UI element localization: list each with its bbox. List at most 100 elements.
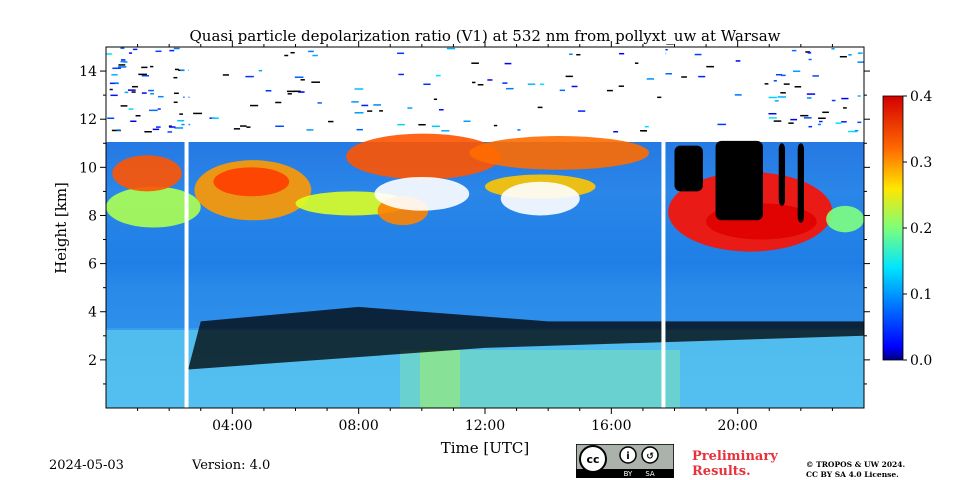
noise-pixel: [618, 85, 624, 87]
noise-pixel: [240, 125, 247, 127]
x-axis: 04:00 08:00 12:00 16:00 20:00: [137, 41, 833, 434]
noise-pixel: [286, 90, 295, 93]
noise-pixel: [502, 82, 508, 84]
data-gap-2: [661, 47, 666, 408]
x-tick-label: 20:00: [717, 418, 757, 434]
noise-pixel: [805, 51, 811, 53]
y-tick-label: 2: [88, 353, 97, 369]
noise-pixel: [275, 125, 284, 128]
noise-pixel: [158, 95, 164, 98]
masked-cloud-shaft: [674, 145, 703, 192]
noise-pixel: [130, 120, 137, 123]
copyright-line-1: © TROPOS & UW 2024.: [806, 460, 906, 469]
noise-pixel: [109, 82, 119, 85]
noise-pixel: [127, 89, 136, 91]
noise-pixel: [446, 47, 456, 50]
noise-pixel: [806, 93, 816, 95]
noise-pixel: [800, 114, 809, 117]
masked-cloud-shaft: [778, 143, 786, 206]
noise-pixel: [173, 47, 180, 50]
clear-gap: [374, 176, 470, 211]
y-tick-label: 14: [79, 64, 97, 80]
noise-pixel: [791, 49, 797, 52]
noise-pixel: [857, 95, 861, 97]
noise-pixel: [169, 126, 176, 128]
noise-pixel: [222, 74, 229, 76]
noise-pixel: [818, 117, 826, 120]
noise-pixel: [174, 68, 179, 71]
cloud-blob: [346, 133, 501, 180]
noise-pixel: [150, 92, 155, 95]
masked-cloud-shaft: [715, 140, 763, 221]
noise-pixel: [843, 107, 847, 109]
noise-pixel: [790, 118, 798, 121]
masked-low-cloud: [188, 306, 864, 370]
noise-pixel: [504, 62, 512, 65]
noise-pixel: [328, 120, 334, 123]
noise-pixel: [120, 105, 128, 107]
y-axis-label: Height [km]: [52, 182, 70, 274]
noise-pixel: [111, 129, 121, 132]
noise-pixel: [644, 125, 649, 128]
noise-pixel: [287, 93, 292, 95]
cloud-blob: [826, 205, 864, 233]
y-tick-label: 6: [88, 257, 97, 273]
chart-title: Quasi particle depolarization ratio (V1)…: [189, 27, 780, 45]
noise-pixel: [537, 106, 543, 109]
cc-by-sa-badge: cc i ↺ BY SA: [576, 444, 674, 478]
y-tick-label: 10: [79, 160, 97, 176]
noise-pixel: [169, 49, 175, 52]
noise-pixel: [487, 79, 493, 81]
noise-pixel: [857, 121, 862, 124]
noise-pixel: [290, 51, 295, 54]
noise-pixel: [773, 120, 782, 122]
noise-pixel: [246, 126, 251, 128]
noise-pixel: [806, 97, 812, 99]
noise-pixel: [664, 48, 668, 51]
noise-pixel: [245, 75, 254, 78]
noise-pixel: [177, 119, 185, 122]
noise-pixel: [577, 110, 586, 112]
preliminary-line-1: Preliminary: [692, 449, 778, 464]
noise-pixel: [317, 102, 322, 104]
noise-pixel: [506, 87, 514, 90]
noise-pixel: [120, 60, 126, 63]
colorbar-tick-label: 0.3: [910, 155, 932, 171]
noise-pixel: [493, 124, 498, 127]
noise-pixel: [258, 69, 263, 72]
noise-pixel: [298, 91, 305, 93]
x-tick-label: 12:00: [465, 418, 505, 434]
noise-pixel: [717, 123, 727, 126]
noise-pixel: [168, 125, 172, 127]
noise-pixel: [144, 131, 152, 133]
cc-icon: [579, 445, 607, 473]
noise-pixel: [808, 58, 812, 61]
noise-pixel: [124, 91, 129, 94]
boundary-layer-peak: [420, 350, 460, 408]
cloud-blob: [213, 167, 290, 197]
x-axis-label: Time [UTC]: [441, 439, 530, 457]
colorbar-tick-label: 0.0: [910, 353, 932, 369]
noise-pixel: [807, 52, 812, 54]
noise-pixel: [565, 75, 573, 78]
noise-pixel: [854, 129, 859, 132]
noise-pixel: [110, 94, 118, 97]
colorbar: [882, 95, 904, 361]
noise-pixel: [107, 117, 115, 120]
noise-pixel: [735, 60, 741, 62]
noise-pixel: [576, 53, 581, 56]
noise-pixel: [664, 73, 672, 75]
x-tick-label: 16:00: [591, 418, 631, 434]
noise-pixel: [768, 96, 777, 99]
svg-text:cc: cc: [586, 453, 599, 466]
x-tick-label: 08:00: [338, 418, 378, 434]
noise-pixel: [116, 129, 121, 131]
version-label: Version: 4.0: [192, 458, 271, 473]
noise-pixel: [433, 98, 438, 101]
noise-pixel: [114, 82, 119, 84]
noise-pixel: [141, 92, 147, 94]
cloud-blob: [112, 155, 182, 192]
noise-pixel: [128, 108, 134, 110]
attribution-icon: [619, 446, 637, 464]
